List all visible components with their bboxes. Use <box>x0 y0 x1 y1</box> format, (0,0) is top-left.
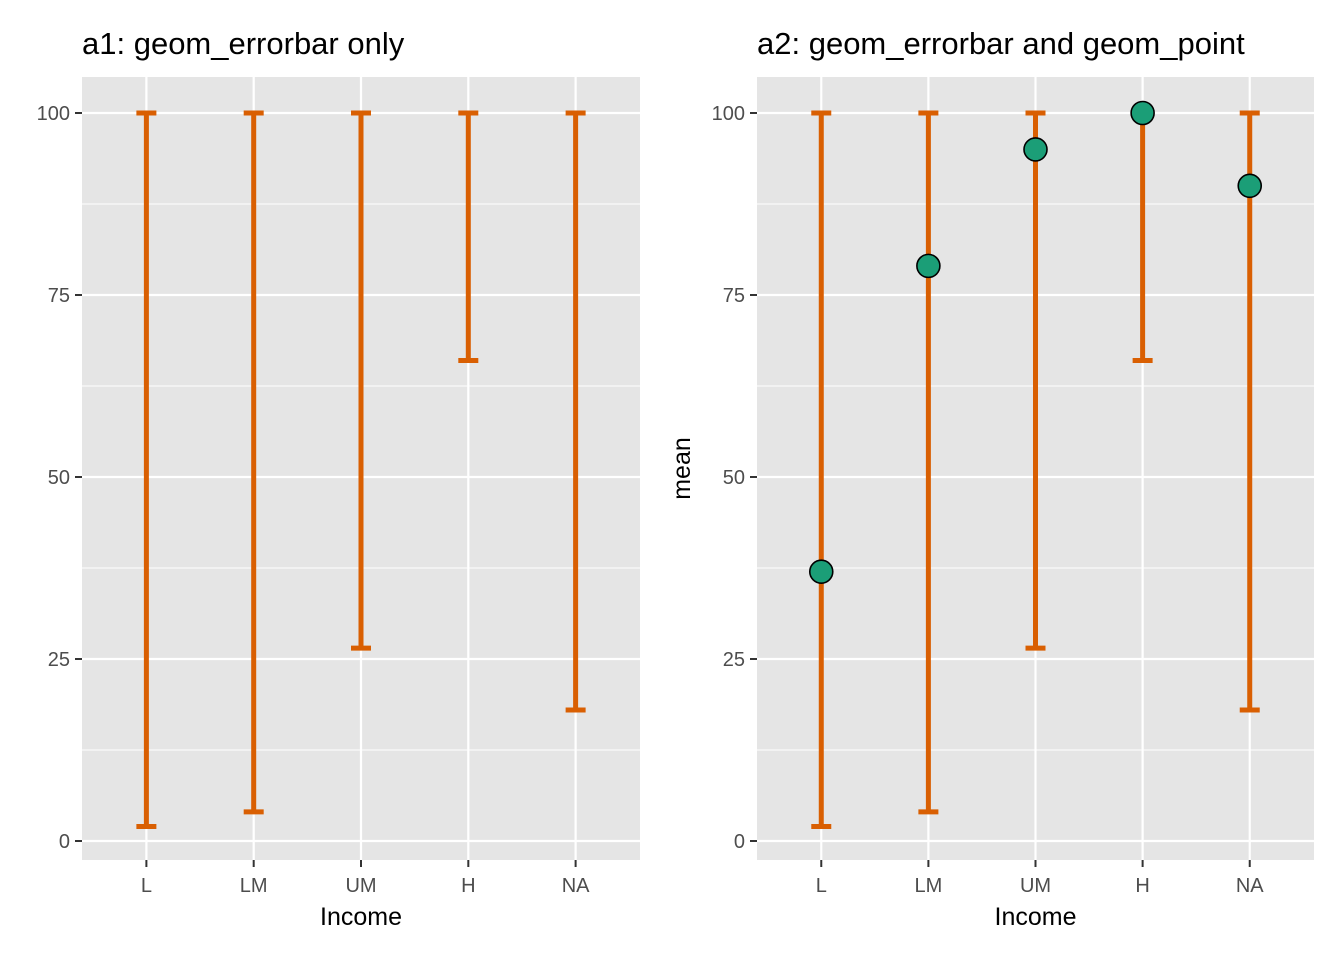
x-tick-label: H <box>1135 875 1149 897</box>
y-tick-label: 0 <box>59 831 70 853</box>
x-tick-label: LM <box>240 875 268 897</box>
y-tick-label: 75 <box>723 285 745 307</box>
panel-title: a2: geom_errorbar and geom_point <box>757 26 1245 61</box>
data-point-L <box>808 559 834 584</box>
errorbar-L <box>811 110 832 829</box>
x-tick-label: L <box>141 875 152 897</box>
panel-title: a1: geom_errorbar only <box>82 26 405 61</box>
errorbar-LM <box>243 110 264 815</box>
data-point-LM <box>916 253 941 279</box>
errorbar-NA <box>1239 110 1260 713</box>
panel-2: 0 25 50 75 100 L LM UM H NA a2: geom_errorbar and … <box>668 26 1314 931</box>
data-point-H <box>1130 100 1155 126</box>
x-tick-label: UM <box>345 875 376 897</box>
x-tick-label: NA <box>562 875 590 897</box>
errorbar-UM <box>1025 110 1046 651</box>
errorbar-UM <box>351 110 371 651</box>
y-tick-label: 0 <box>734 831 745 853</box>
errorbar-L <box>136 110 157 829</box>
y-tick-label: 100 <box>37 103 70 125</box>
data-point-NA <box>1237 173 1263 199</box>
panel-1: 0 25 50 75 100 L LM UM H NA a1: geom_errorbar only… <box>37 26 640 931</box>
x-tick-label: UM <box>1020 875 1051 897</box>
errorbar-H <box>458 110 479 364</box>
x-tick-label: L <box>816 875 827 897</box>
y-tick-label: 75 <box>48 285 70 307</box>
y-tick-label: 100 <box>712 103 745 125</box>
y-tick-label: 25 <box>723 649 745 671</box>
data-point-UM <box>1023 137 1048 162</box>
x-tick-label: H <box>461 875 475 897</box>
y-tick-label: 50 <box>48 467 70 489</box>
errorbar-NA <box>565 110 586 713</box>
y-tick-label: 25 <box>48 649 70 671</box>
x-tick-label: NA <box>1236 875 1264 897</box>
y-axis-title: mean <box>668 437 696 500</box>
x-axis-title: Income <box>995 903 1077 931</box>
y-tick-label: 50 <box>723 467 745 489</box>
x-tick-label: LM <box>914 875 942 897</box>
errorbar-LM <box>918 110 939 815</box>
x-axis-title: Income <box>320 903 402 931</box>
